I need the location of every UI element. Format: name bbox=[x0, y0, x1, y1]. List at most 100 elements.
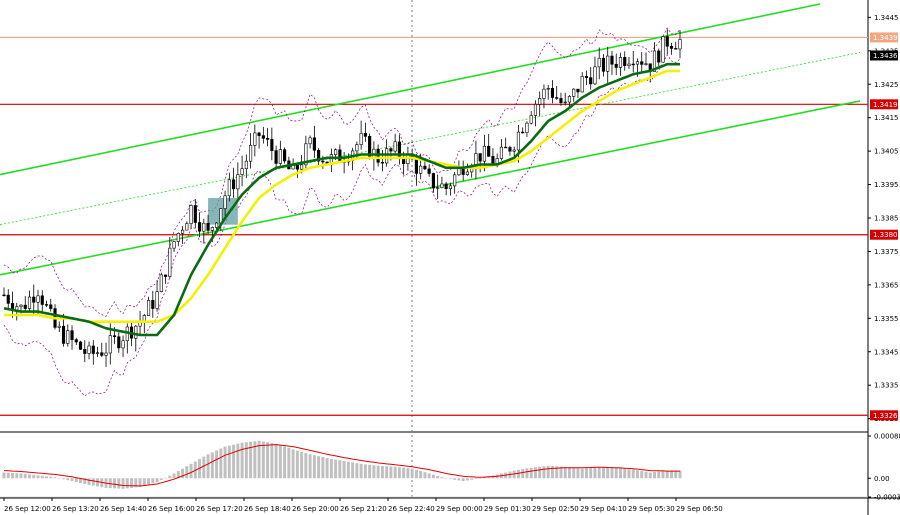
level-tag bbox=[870, 32, 898, 43]
candle-body bbox=[338, 149, 342, 162]
candle-body bbox=[567, 96, 572, 103]
y-tick-label: 1.3335 bbox=[874, 382, 899, 390]
candle-body bbox=[40, 295, 44, 305]
y-tick-label: 1.3405 bbox=[874, 148, 899, 156]
time-axis: 26 Sep 12:00 26 Sep 13:20 26 Sep 14:40 26 S… bbox=[3, 498, 723, 513]
candle-body bbox=[427, 168, 431, 174]
candle-body bbox=[193, 205, 197, 223]
lower-band bbox=[3, 54, 681, 397]
histogram-bar bbox=[627, 469, 631, 479]
candle-body bbox=[210, 227, 214, 231]
histogram-bar bbox=[189, 463, 193, 479]
candle-body bbox=[669, 45, 674, 49]
histogram-bar bbox=[406, 468, 410, 479]
candle-body bbox=[176, 232, 180, 242]
histogram-bar bbox=[62, 478, 66, 480]
histogram-bar bbox=[640, 471, 644, 479]
histogram-bar bbox=[304, 453, 308, 479]
candle-body bbox=[134, 325, 138, 339]
histogram-bar bbox=[448, 478, 452, 479]
candle-body bbox=[249, 145, 253, 162]
candle-body bbox=[563, 101, 567, 104]
candle-body bbox=[74, 339, 78, 343]
histogram-bar bbox=[478, 478, 482, 479]
candle-body bbox=[431, 173, 435, 189]
histogram-bar bbox=[66, 478, 70, 481]
histogram-bar bbox=[287, 448, 291, 479]
histogram-bar bbox=[40, 475, 44, 479]
histogram-bar bbox=[580, 468, 584, 479]
osc-y-tick-label: 0.00 bbox=[874, 475, 890, 483]
candle-body bbox=[546, 87, 550, 90]
candle-body bbox=[151, 300, 155, 309]
histogram-bar bbox=[325, 458, 329, 479]
histogram-bar bbox=[487, 476, 491, 479]
current-price-label: 1.3436 bbox=[873, 52, 898, 60]
candle-body bbox=[104, 352, 108, 356]
candle-body bbox=[533, 104, 538, 116]
candle-body bbox=[584, 76, 589, 78]
histogram-bar bbox=[36, 475, 40, 479]
moving-averages bbox=[3, 62, 680, 337]
y-tick-label: 1.3365 bbox=[874, 281, 899, 289]
histogram-bar bbox=[529, 467, 533, 479]
candle-body bbox=[232, 179, 236, 190]
candle-body bbox=[223, 195, 227, 209]
histogram-bar bbox=[232, 444, 236, 479]
candle-body bbox=[572, 88, 576, 97]
histogram-bar bbox=[397, 467, 401, 479]
x-tick-label: 26 Sep 14:40 bbox=[100, 505, 147, 513]
candle-body bbox=[36, 295, 40, 303]
candle-body bbox=[240, 168, 244, 175]
candle-body bbox=[49, 304, 53, 309]
x-tick-label: 29 Sep 06:50 bbox=[676, 505, 723, 513]
histogram-bar bbox=[130, 478, 134, 488]
histogram-bar bbox=[261, 441, 265, 479]
candle-body bbox=[227, 179, 231, 197]
histogram-bar bbox=[49, 476, 53, 479]
candle-body bbox=[159, 274, 163, 292]
y-tick-label: 1.3395 bbox=[874, 181, 899, 189]
x-tick-label: 26 Sep 17:20 bbox=[196, 505, 243, 513]
histogram-bar bbox=[185, 466, 189, 479]
candle-body bbox=[453, 174, 457, 187]
candle-body bbox=[618, 57, 623, 68]
histogram-bar bbox=[155, 478, 159, 483]
histogram-bar bbox=[410, 468, 414, 479]
candle-body bbox=[674, 48, 678, 50]
candle-body bbox=[266, 138, 270, 140]
candle-body bbox=[100, 352, 104, 356]
histogram-bar bbox=[28, 474, 31, 479]
histogram-bar bbox=[623, 468, 627, 479]
histogram-bar bbox=[19, 473, 23, 479]
candle-body bbox=[83, 349, 87, 354]
histogram-bar bbox=[546, 465, 550, 479]
histogram-bar bbox=[376, 465, 380, 479]
candle-body bbox=[317, 149, 321, 162]
histogram-bar bbox=[538, 466, 542, 479]
candle-body bbox=[197, 222, 202, 232]
histogram-bar bbox=[678, 470, 682, 479]
histogram-bar bbox=[618, 468, 622, 479]
candle-body bbox=[597, 57, 601, 68]
candle-body bbox=[359, 133, 363, 145]
histogram-bar bbox=[23, 473, 27, 479]
histogram-bar bbox=[338, 460, 342, 479]
price-levels bbox=[0, 36, 868, 416]
y-tick-label: 1.3345 bbox=[874, 348, 899, 356]
histogram-bar bbox=[138, 478, 142, 487]
histogram-bar bbox=[474, 478, 478, 479]
x-tick-label: 29 Sep 00:00 bbox=[436, 505, 483, 513]
y-tick-label: 1.3375 bbox=[874, 248, 899, 256]
histogram-bar bbox=[355, 463, 359, 479]
histogram-bar bbox=[117, 478, 121, 489]
y-tick-label: 1.3385 bbox=[874, 215, 899, 223]
level-tag bbox=[870, 229, 898, 240]
candle-body bbox=[521, 131, 525, 134]
candle-body bbox=[482, 145, 487, 162]
histogram-bar bbox=[266, 442, 270, 479]
level-tag-label: 1.3326 bbox=[873, 412, 898, 420]
channel-lower-line bbox=[0, 100, 861, 276]
histogram-bar bbox=[215, 450, 219, 479]
